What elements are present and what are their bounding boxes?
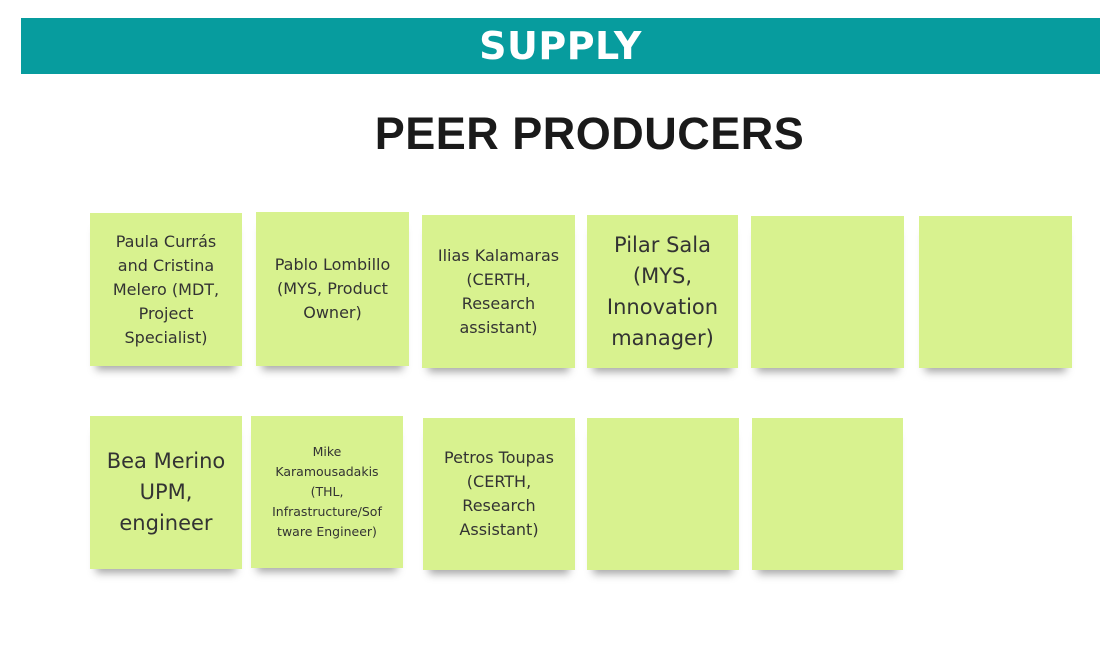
sticky-note-text: Ilias Kalamaras (CERTH, Research assista… <box>437 245 560 337</box>
sticky-note-empty[interactable] <box>751 216 904 368</box>
sticky-note[interactable]: Mike Karamousadakis (THL, Infrastructure… <box>251 416 403 568</box>
sticky-note[interactable]: Petros Toupas (CERTH, Research Assistant… <box>423 418 575 570</box>
sticky-note-text: Bea Merino UPM, engineer <box>106 449 226 535</box>
sticky-note-text: Mike Karamousadakis (THL, Infrastructure… <box>272 444 382 539</box>
section-heading: PEER PRODUCERS <box>374 108 805 159</box>
sticky-note[interactable]: Ilias Kalamaras (CERTH, Research assista… <box>422 215 575 368</box>
supply-banner: SUPPLY <box>21 18 1100 74</box>
sticky-note[interactable]: Bea Merino UPM, engineer <box>90 416 242 569</box>
sticky-note-empty[interactable] <box>752 418 903 570</box>
sticky-note[interactable]: Paula Currás and Cristina Melero (MDT, P… <box>90 213 242 366</box>
sticky-note-empty[interactable] <box>919 216 1072 368</box>
sticky-note-empty[interactable] <box>587 418 739 570</box>
sticky-note-text: Petros Toupas (CERTH, Research Assistant… <box>444 448 554 539</box>
sticky-note-text: Paula Currás and Cristina Melero (MDT, P… <box>112 231 220 347</box>
sticky-note-text: Pablo Lombillo (MYS, Product Owner) <box>274 255 391 322</box>
sticky-note-text: Pilar Sala (MYS, Innovation manager) <box>606 232 719 350</box>
banner-title: SUPPLY <box>479 24 642 68</box>
sticky-note[interactable]: Pilar Sala (MYS, Innovation manager) <box>587 215 738 368</box>
sticky-note[interactable]: Pablo Lombillo (MYS, Product Owner) <box>256 212 409 366</box>
